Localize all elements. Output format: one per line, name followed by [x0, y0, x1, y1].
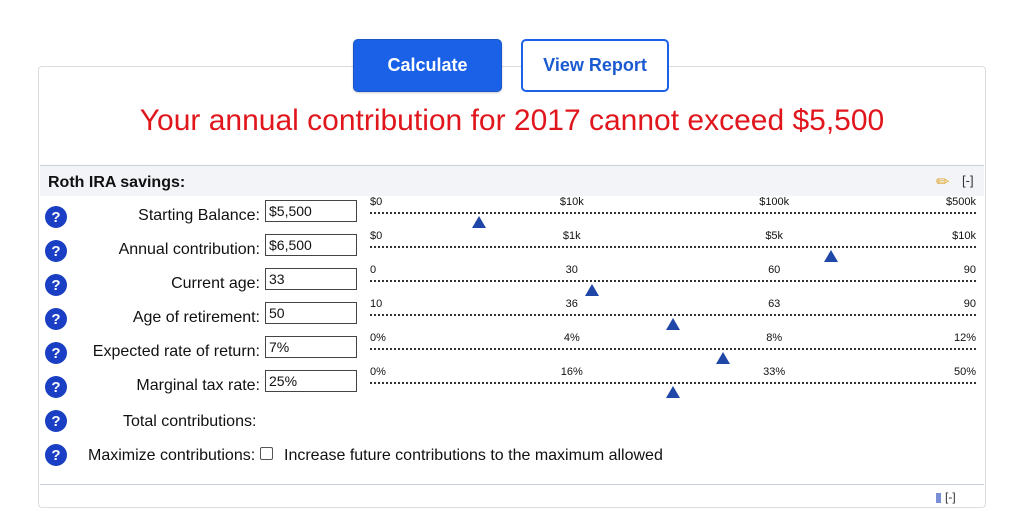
slider-track [370, 280, 976, 282]
slider-thumb[interactable] [823, 250, 838, 262]
rate-of-return-slider[interactable]: 0% 4% 8% 12% [370, 332, 976, 370]
slider-thumb[interactable] [584, 284, 599, 296]
slider-tick: 50% [953, 366, 976, 378]
field-label: Current age: [171, 275, 260, 292]
maximize-label: Maximize contributions: [88, 447, 256, 464]
slider-tick: 33% [763, 366, 786, 378]
annual-contribution-input[interactable] [265, 234, 357, 256]
marginal-tax-rate-slider[interactable]: 0% 16% 33% 50% [370, 366, 976, 404]
slider-track [370, 314, 976, 316]
maximize-checkbox-label[interactable]: Increase future contributions to the max… [284, 447, 663, 464]
calculate-button[interactable]: Calculate [353, 39, 502, 92]
field-label: Expected rate of return: [92, 343, 260, 360]
help-icon[interactable]: ? [45, 308, 67, 330]
contribution-warning: Your annual contribution for 2017 cannot… [139, 104, 885, 137]
maximize-checkbox[interactable] [260, 447, 273, 460]
slider-tick: 0% [370, 366, 386, 378]
slider-tick: 60 [768, 264, 781, 276]
annual-contribution-slider[interactable]: $0 $1k $5k $10k [370, 230, 976, 268]
bottom-toolbar: [-] [936, 490, 956, 504]
field-label: Annual contribution: [118, 241, 260, 258]
help-icon[interactable]: ? [45, 376, 67, 398]
slider-tick: 90 [963, 264, 976, 276]
section-title: Roth IRA savings: [48, 174, 186, 191]
collapse-toggle[interactable]: [-] [962, 173, 974, 188]
slider-tick: $0 [370, 196, 383, 208]
slider-tick: 10 [370, 298, 383, 310]
slider-track [370, 212, 976, 214]
slider-tick: 0% [370, 332, 386, 344]
starting-balance-input[interactable] [265, 200, 357, 222]
help-icon[interactable]: ? [45, 206, 67, 228]
total-contributions-label: Total contributions: [123, 413, 257, 430]
current-age-input[interactable] [265, 268, 357, 290]
retirement-age-slider[interactable]: 10 36 63 90 [370, 298, 976, 336]
slider-track [370, 348, 976, 350]
slider-tick: 0 [370, 264, 377, 276]
slider-tick: 12% [953, 332, 976, 344]
slider-thumb[interactable] [716, 352, 731, 364]
pencil-icon[interactable]: ✏ [936, 174, 950, 191]
slider-thumb[interactable] [666, 386, 680, 398]
rate-of-return-input[interactable] [265, 336, 357, 358]
help-icon[interactable]: ? [45, 240, 67, 262]
section-header [40, 165, 984, 196]
slider-tick: 4% [563, 332, 580, 344]
field-label: Starting Balance: [138, 207, 260, 224]
slider-tick: $100k [759, 196, 790, 208]
slider-tick: 8% [766, 332, 783, 344]
slider-tick: 36 [565, 298, 578, 310]
slider-tick: $10k [952, 230, 976, 242]
slider-thumb[interactable] [666, 318, 680, 330]
slider-thumb[interactable] [472, 216, 487, 228]
starting-balance-slider[interactable]: $0 $10k $100k $500k [370, 196, 976, 234]
field-label: Age of retirement: [132, 309, 260, 326]
slider-track [370, 246, 976, 248]
help-icon[interactable]: ? [45, 410, 67, 432]
help-icon[interactable]: ? [45, 342, 67, 364]
slider-tick: $5k [765, 230, 784, 242]
help-icon[interactable]: ? [45, 444, 67, 466]
chart-icon[interactable] [936, 492, 941, 503]
help-icon[interactable]: ? [45, 274, 67, 296]
slider-tick: $10k [559, 196, 584, 208]
section-divider [40, 484, 984, 485]
calculator-panel [38, 66, 986, 508]
view-report-button[interactable]: View Report [521, 39, 669, 92]
slider-tick: $0 [370, 230, 383, 242]
slider-tick: 63 [768, 298, 781, 310]
slider-tick: $1k [562, 230, 581, 242]
current-age-slider[interactable]: 0 30 60 90 [370, 264, 976, 302]
bottom-collapse-toggle[interactable]: [-] [945, 490, 956, 504]
retirement-age-input[interactable] [265, 302, 357, 324]
slider-track [370, 382, 976, 384]
marginal-tax-rate-input[interactable] [265, 370, 357, 392]
slider-tick: 16% [560, 366, 583, 378]
slider-tick: 90 [963, 298, 976, 310]
slider-tick: 30 [565, 264, 578, 276]
slider-tick: $500k [946, 196, 976, 208]
field-label: Marginal tax rate: [136, 377, 260, 394]
